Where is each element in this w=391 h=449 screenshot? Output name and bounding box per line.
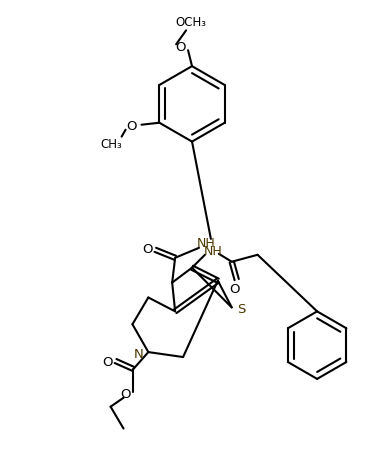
Text: OCH₃: OCH₃ xyxy=(176,16,206,29)
Text: O: O xyxy=(102,356,113,369)
Text: S: S xyxy=(237,303,246,316)
Text: NH: NH xyxy=(203,245,222,258)
Text: O: O xyxy=(142,243,152,256)
Text: NH: NH xyxy=(197,238,215,251)
Text: O: O xyxy=(230,283,240,296)
Text: N: N xyxy=(134,348,143,361)
Text: CH₃: CH₃ xyxy=(101,138,122,151)
Text: O: O xyxy=(126,120,137,133)
Text: O: O xyxy=(120,388,131,401)
Text: O: O xyxy=(175,41,185,54)
